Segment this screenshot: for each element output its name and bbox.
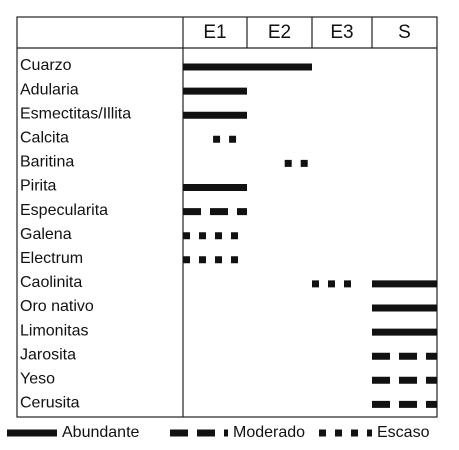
legend-label: Moderado — [233, 424, 305, 441]
row-label: Cerusita — [20, 395, 80, 412]
row-label: Electrum — [20, 250, 83, 267]
row-label: Adularia — [20, 81, 79, 98]
legend-label: Abundante — [62, 424, 140, 441]
column-header: E1 — [203, 22, 226, 43]
column-header: E2 — [268, 22, 291, 43]
row-label: Pirita — [20, 178, 57, 195]
legend-label: Escaso — [377, 424, 430, 441]
column-header: E3 — [330, 22, 353, 43]
row-label: Cuarzo — [20, 57, 72, 74]
column-header: S — [398, 22, 411, 43]
row-label: Calcita — [20, 130, 69, 147]
table-border — [16, 16, 438, 418]
row-label: Baritina — [20, 154, 74, 171]
row-label: Oro nativo — [20, 298, 94, 315]
row-label: Jarosita — [20, 346, 76, 363]
row-label: Especularita — [20, 202, 108, 219]
row-label: Limonitas — [20, 322, 88, 339]
row-label: Yeso — [20, 371, 55, 388]
row-label: Galena — [20, 226, 72, 243]
row-label: Esmectitas/Illita — [20, 105, 131, 122]
row-label: Caolinita — [20, 274, 82, 291]
